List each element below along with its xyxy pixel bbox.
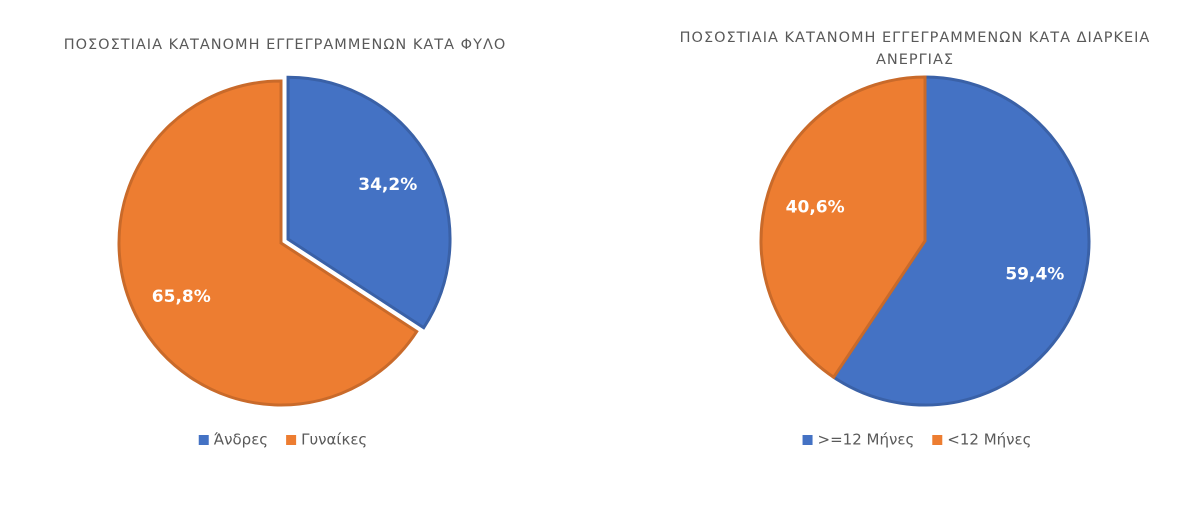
legend-label: Γυναίκες <box>301 431 367 449</box>
pie-slice <box>117 79 419 407</box>
legend-swatch <box>802 435 813 445</box>
data-label: 65,8% <box>152 287 211 307</box>
pie-slice <box>759 75 927 380</box>
chart-title: ΠΟΣΟΣΤΙΑΙΑ ΚΑΤΑΝΟΜΗ ΕΓΓΕΓΡΑΜΜΕΝΩΝ ΚΑΤΑ Φ… <box>63 37 507 53</box>
data-label: 34,2% <box>358 175 417 195</box>
legend-label: >=12 Μήνες <box>818 431 915 449</box>
legend-swatch <box>286 435 297 445</box>
legend-swatch <box>932 435 943 445</box>
legend-label: Άνδρες <box>214 431 268 449</box>
legend-swatch <box>198 435 209 445</box>
pie-slice <box>286 75 452 330</box>
chart-title: ΠΟΣΟΣΤΙΑΙΑ ΚΑΤΑΝΟΜΗ ΕΓΓΕΓΡΑΜΜΕΝΩΝ ΚΑΤΑ Δ… <box>679 30 1151 68</box>
legend-label: <12 Μήνες <box>947 431 1031 449</box>
data-label: 40,6% <box>786 198 845 218</box>
data-label: 59,4% <box>1005 264 1064 284</box>
pie-slice <box>831 75 1091 407</box>
